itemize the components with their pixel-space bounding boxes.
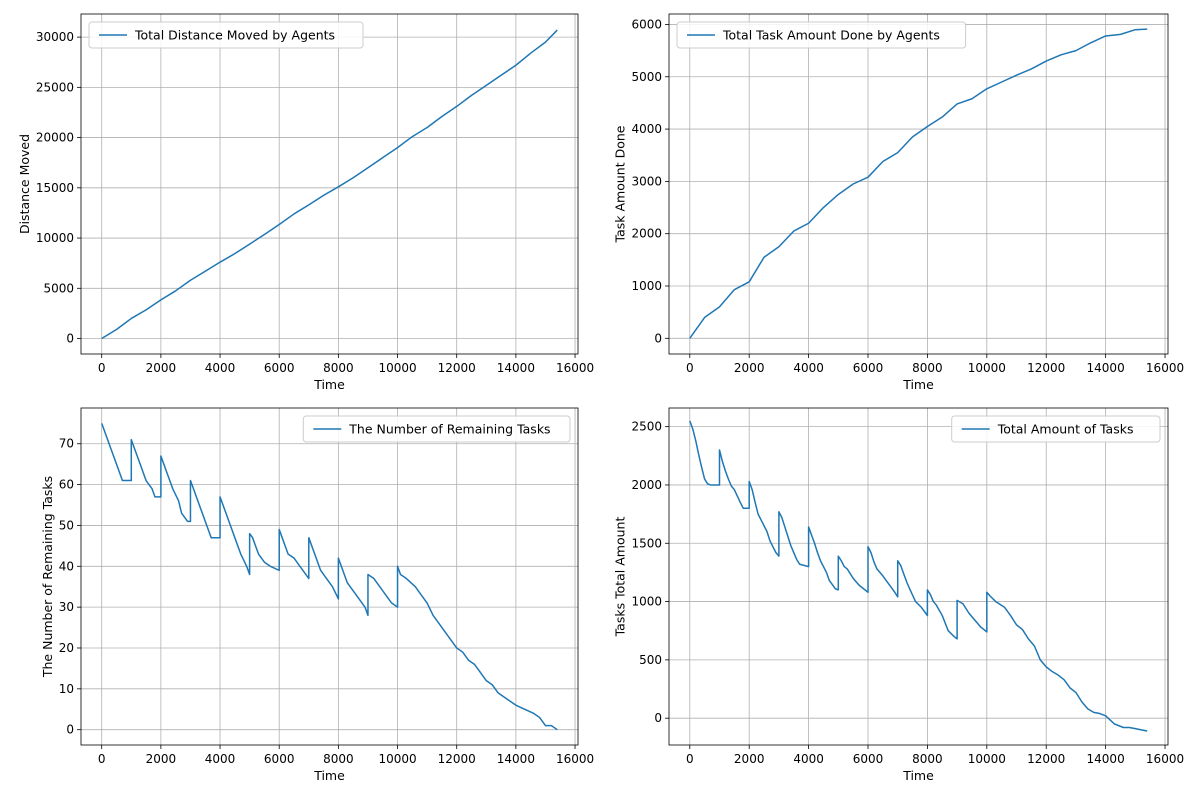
- y-axis-label: Task Amount Done: [613, 125, 628, 243]
- x-tick-label: 16000: [556, 752, 594, 766]
- x-tick-label: 0: [686, 752, 694, 766]
- x-axis-label: Time: [902, 768, 934, 783]
- y-tick-label: 60: [59, 478, 74, 492]
- y-tick-label: 1000: [631, 595, 662, 609]
- x-tick-label: 14000: [1087, 361, 1125, 375]
- y-tick-label: 0: [654, 331, 662, 345]
- legend: Total Amount of Tasks: [951, 415, 1161, 443]
- x-tick-label: 12000: [1027, 752, 1065, 766]
- y-tick-label: 30000: [36, 30, 74, 44]
- series-line: [689, 420, 1148, 732]
- y-tick-label: 500: [639, 653, 662, 667]
- axes-frame: [80, 407, 579, 746]
- y-tick-label: 10: [59, 682, 74, 696]
- y-tick-label: 1000: [631, 279, 662, 293]
- x-axis-label: Time: [902, 377, 934, 392]
- y-tick-label: 2500: [631, 420, 662, 434]
- y-tick-label: 25000: [36, 80, 74, 94]
- series-line: [101, 29, 558, 340]
- x-tick-label: 10000: [968, 361, 1006, 375]
- chart-panel-4: 0 2000 4000 6000 8000 10000 12000 14000 16000 0 50…: [613, 407, 1184, 783]
- y-tick-label: 40: [59, 559, 74, 573]
- legend: Total Distance Moved by Agents: [88, 21, 364, 49]
- y-tick-label: 20: [59, 641, 74, 655]
- x-tick-label: 4000: [205, 361, 236, 375]
- y-tick-label: 1500: [631, 536, 662, 550]
- x-tick-label: 4000: [205, 752, 236, 766]
- legend-box: [676, 21, 967, 49]
- y-axis-label: Distance Moved: [17, 134, 32, 234]
- x-tick-label: 0: [98, 752, 106, 766]
- x-tick-label: 6000: [264, 752, 295, 766]
- y-axis-label: Tasks Total Amount: [613, 517, 628, 638]
- y-tick-label: 2000: [631, 227, 662, 241]
- x-tick-label: 0: [98, 361, 106, 375]
- y-tick-label: 0: [66, 332, 74, 346]
- y-tick-label: 15000: [36, 181, 74, 195]
- y-tick-label: 10000: [36, 231, 74, 245]
- y-tick-label: 3000: [631, 174, 662, 188]
- legend-label: Total Task Amount Done by Agents: [722, 28, 940, 43]
- x-tick-label: 10000: [378, 752, 416, 766]
- legend: The Number of Remaining Tasks: [302, 415, 571, 443]
- x-axis-label: Time: [313, 768, 345, 783]
- y-tick-label: 70: [59, 437, 74, 451]
- y-tick-label: 2000: [631, 478, 662, 492]
- x-tick-label: 8000: [912, 752, 943, 766]
- x-tick-label: 0: [686, 361, 694, 375]
- x-tick-label: 6000: [853, 752, 884, 766]
- legend-box: [88, 21, 364, 49]
- legend: Total Task Amount Done by Agents: [676, 21, 967, 49]
- x-tick-label: 16000: [1146, 752, 1184, 766]
- axes-frame: [80, 13, 579, 355]
- x-tick-label: 16000: [556, 361, 594, 375]
- legend-label: Total Distance Moved by Agents: [134, 28, 335, 43]
- x-tick-label: 12000: [438, 361, 476, 375]
- y-tick-label: 0: [654, 711, 662, 725]
- x-tick-label: 2000: [146, 752, 177, 766]
- x-tick-label: 14000: [497, 361, 535, 375]
- x-tick-label: 14000: [1087, 752, 1125, 766]
- x-tick-label: 4000: [793, 361, 824, 375]
- legend-box: [302, 415, 571, 443]
- series-line: [101, 423, 558, 731]
- x-tick-label: 10000: [968, 752, 1006, 766]
- x-tick-label: 4000: [793, 752, 824, 766]
- x-tick-label: 10000: [378, 361, 416, 375]
- y-tick-label: 0: [66, 723, 74, 737]
- series-line: [689, 28, 1148, 339]
- y-tick-label: 5000: [631, 70, 662, 84]
- axes-frame: [668, 407, 1169, 746]
- legend-label: Total Amount of Tasks: [997, 422, 1134, 437]
- y-tick-label: 50: [59, 518, 74, 532]
- chart-panel-2: 0 2000 4000 6000 8000 10000 12000 14000 16000 0 10…: [613, 13, 1184, 392]
- legend-box: [951, 415, 1161, 443]
- x-tick-label: 8000: [323, 361, 354, 375]
- y-tick-label: 6000: [631, 17, 662, 31]
- legend-label: The Number of Remaining Tasks: [348, 422, 550, 437]
- x-tick-label: 12000: [438, 752, 476, 766]
- x-tick-label: 16000: [1146, 361, 1184, 375]
- x-tick-label: 2000: [146, 361, 177, 375]
- x-tick-label: 2000: [734, 752, 765, 766]
- x-tick-label: 14000: [497, 752, 535, 766]
- x-tick-label: 8000: [912, 361, 943, 375]
- chart-panel-1: 0 2000 4000 6000 8000 10000 12000 14000 16000 0 50…: [17, 13, 594, 392]
- y-axis-label: The Number of Remaining Tasks: [40, 476, 55, 678]
- chart-panel-3: 0 2000 4000 6000 8000 10000 12000 14000 16000 0 10…: [40, 407, 594, 783]
- x-axis-label: Time: [313, 377, 345, 392]
- y-tick-label: 5000: [43, 281, 74, 295]
- y-tick-label: 4000: [631, 122, 662, 136]
- x-tick-label: 2000: [734, 361, 765, 375]
- x-tick-label: 8000: [323, 752, 354, 766]
- y-tick-label: 30: [59, 600, 74, 614]
- y-tick-label: 20000: [36, 131, 74, 145]
- x-tick-label: 6000: [264, 361, 295, 375]
- axes-frame: [668, 13, 1169, 355]
- x-tick-label: 6000: [853, 361, 884, 375]
- x-tick-label: 12000: [1027, 361, 1065, 375]
